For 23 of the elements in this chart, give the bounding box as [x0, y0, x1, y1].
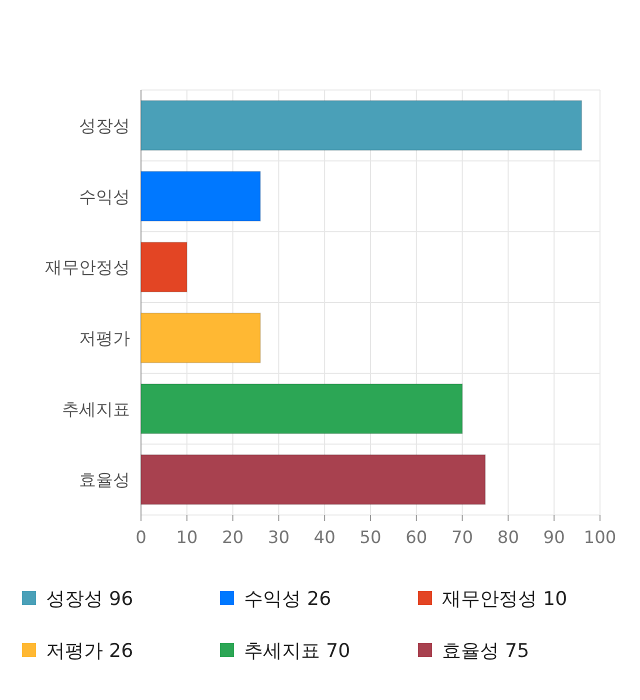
x-tick-label: 100	[584, 528, 616, 548]
x-tick-label: 50	[360, 528, 382, 548]
x-tick-label: 0	[136, 528, 146, 548]
x-tick-label: 70	[451, 528, 474, 548]
y-tick-label: 재무안정성	[45, 258, 130, 278]
y-tick-label: 추세지표	[62, 400, 130, 420]
y-tick-label: 효율성	[79, 470, 130, 491]
x-tick-label: 10	[176, 528, 198, 548]
legend-label: 성장성 96	[46, 588, 134, 610]
legend-label: 수익성 26	[244, 588, 332, 610]
x-tick-label: 30	[268, 528, 290, 548]
x-tick-label: 40	[314, 528, 336, 548]
legend-label: 추세지표 70	[244, 640, 350, 662]
legend-label: 재무안정성 10	[442, 588, 568, 610]
legend-label: 저평가 26	[46, 640, 134, 662]
legend-label: 효율성 75	[442, 640, 530, 662]
x-tick-label: 90	[543, 528, 565, 548]
y-tick-label: 수익성	[79, 187, 130, 208]
y-tick-label: 성장성	[79, 116, 130, 136]
x-tick-label: 60	[406, 528, 428, 548]
y-tick-label: 저평가	[79, 328, 130, 349]
x-tick-label: 80	[497, 528, 520, 548]
x-tick-label: 20	[222, 528, 244, 548]
